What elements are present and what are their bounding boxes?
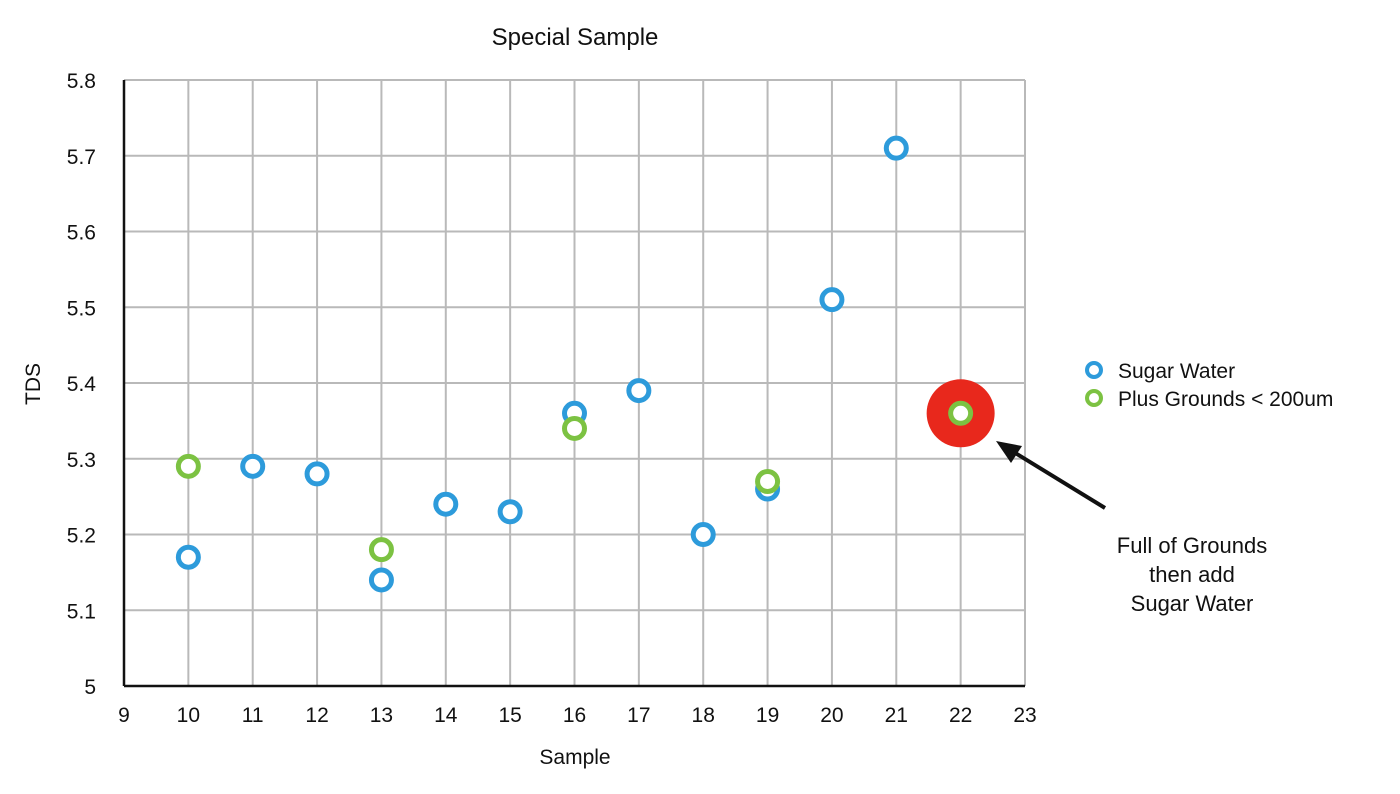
- axes: [122, 80, 1025, 688]
- legend-marker-sugar-water: [1085, 361, 1103, 379]
- point-series0-2: [304, 461, 330, 487]
- point-series1-3: [755, 468, 781, 494]
- y-tick-label-8: 5.8: [67, 70, 96, 93]
- annotation-line-1: Full of Grounds: [1117, 533, 1267, 558]
- annotation-line-2: then add: [1149, 562, 1235, 587]
- y-tick-label-4: 5.4: [67, 373, 97, 396]
- x-tick-label-23: 23: [1013, 704, 1036, 727]
- y-tick-label-3: 5.3: [67, 449, 96, 472]
- point-series0-7: [626, 378, 652, 404]
- x-tick-label-19: 19: [756, 704, 779, 727]
- x-tick-label-20: 20: [820, 704, 843, 727]
- x-axis-label: Sample: [539, 746, 610, 769]
- point-series1-0: [175, 453, 201, 479]
- x-tick-label-13: 13: [370, 704, 393, 727]
- point-series0-11: [883, 135, 909, 161]
- x-tick-label-22: 22: [949, 704, 972, 727]
- x-tick-label-11: 11: [242, 704, 264, 727]
- legend: Sugar Water Plus Grounds < 200um: [1085, 360, 1333, 411]
- point-series0-4: [433, 491, 459, 517]
- grid: [124, 79, 1026, 686]
- y-tick-label-0: 5: [84, 676, 96, 699]
- point-series1-2: [562, 415, 587, 441]
- x-tick-label-10: 10: [177, 704, 200, 727]
- legend-label-sugar-water: Sugar Water: [1118, 360, 1235, 383]
- y-axis-label: TDS: [22, 363, 45, 405]
- y-tick-label-7: 5.7: [67, 146, 96, 169]
- annotation-line-3: Sugar Water: [1131, 591, 1254, 616]
- chart-title: Special Sample: [492, 24, 659, 51]
- tick-labels: 9 10 11 12 13 14 15 16 17 18 19 20 21 22 23 5 5.1 5.2 5.3 5…: [67, 70, 1037, 727]
- x-tick-label-17: 17: [627, 704, 650, 727]
- annotation-arrow-head: [996, 441, 1022, 463]
- x-tick-label-16: 16: [563, 704, 586, 727]
- point-series0-0: [175, 544, 201, 570]
- annotation: Full of Grounds then add Sugar Water: [996, 441, 1267, 616]
- y-tick-label-6: 5.6: [67, 222, 96, 245]
- annotation-arrow-shaft: [1010, 449, 1107, 510]
- x-tick-label-9: 9: [118, 704, 130, 727]
- x-tick-label-21: 21: [885, 704, 908, 727]
- point-series1-4: [948, 400, 974, 426]
- x-tick-label-12: 12: [305, 704, 328, 727]
- y-tick-label-5: 5.5: [67, 297, 96, 320]
- point-series1-1: [368, 537, 394, 563]
- point-series0-1: [240, 453, 266, 479]
- x-tick-label-15: 15: [498, 704, 521, 727]
- legend-marker-plus-grounds: [1085, 389, 1103, 407]
- point-series0-8: [690, 522, 716, 547]
- data-points: [175, 135, 974, 593]
- point-series0-3: [368, 567, 394, 593]
- point-series0-5: [497, 499, 523, 525]
- legend-label-plus-grounds: Plus Grounds < 200um: [1118, 388, 1333, 411]
- x-tick-label-14: 14: [434, 704, 458, 727]
- point-series0-10: [819, 287, 845, 313]
- x-tick-label-18: 18: [692, 704, 715, 727]
- y-tick-label-1: 5.1: [67, 600, 96, 623]
- y-tick-label-2: 5.2: [67, 525, 96, 548]
